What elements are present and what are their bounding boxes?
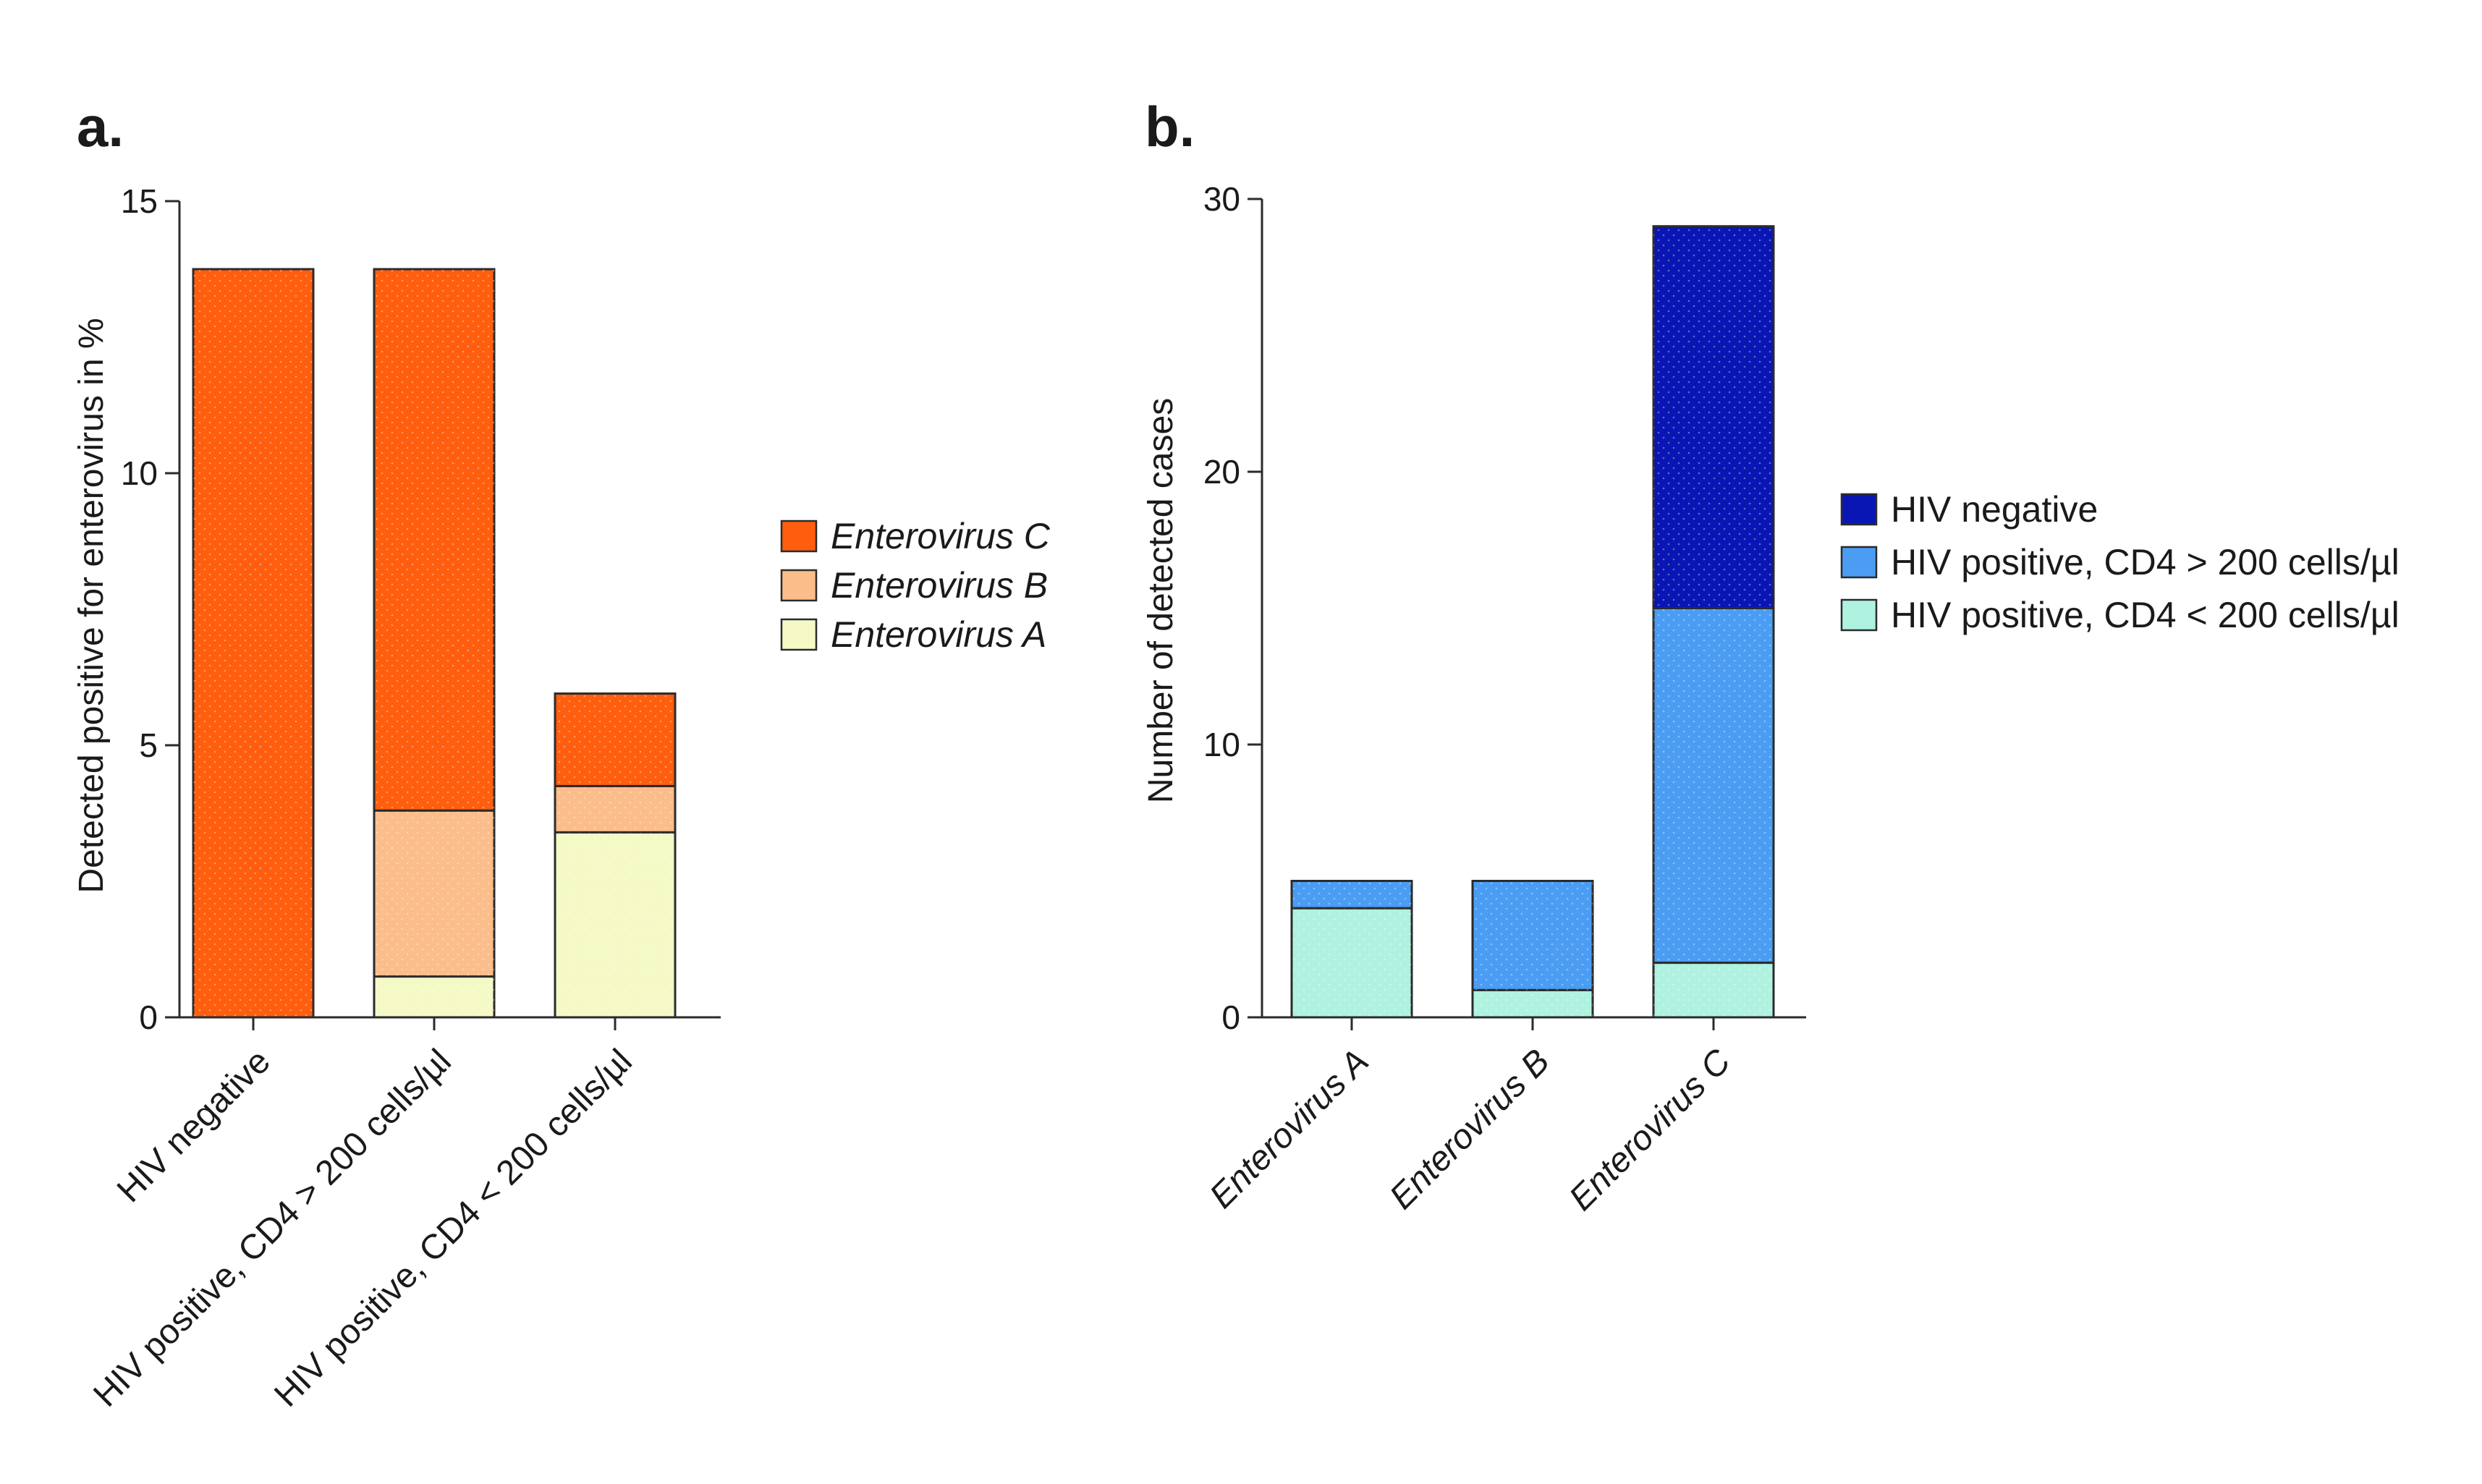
bar-enterovirus-b-hiv-positive-cd4-200-cells-l (1471, 988, 1594, 1019)
legend-swatch-enterovirus-a (780, 618, 818, 651)
legend-swatch-hiv-positive-cd4-200-cells-l (1840, 598, 1878, 632)
bar-hiv-positive-cd4-200-cells-l-enterovirus-a (373, 975, 496, 1019)
y-tick-label-15: 15 (121, 182, 158, 220)
legend-label-enterovirus-c: Enterovirus C (831, 516, 1051, 556)
y-tick-label-5: 5 (139, 726, 158, 764)
bar-enterovirus-b-hiv-positive-cd4-200-cells-l (1471, 880, 1594, 991)
bar-enterovirus-c-hiv-positive-cd4-200-cells-l (1652, 962, 1775, 1019)
y-tick-label-0: 0 (1221, 998, 1240, 1036)
y-tick-label-0: 0 (139, 998, 158, 1036)
panel-a-y-axis-title: Detected positive for enterovirus in % (72, 318, 111, 893)
panel-a: a. Detected positive for enterovirus in … (72, 95, 1051, 1415)
bar-hiv-positive-cd4-200-cells-l-enterovirus-a (554, 831, 677, 1019)
bar-enterovirus-c-hiv-negative (1652, 225, 1775, 609)
bar-enterovirus-c-hiv-positive-cd4-200-cells-l (1652, 607, 1775, 964)
panel-b-y-axis-title: Number of detected cases (1142, 398, 1180, 803)
y-tick-label-10: 10 (1203, 726, 1240, 763)
y-tick-label-20: 20 (1203, 453, 1240, 491)
bar-hiv-positive-cd4-200-cells-l-enterovirus-b (554, 784, 677, 834)
panel-b-label: b. (1145, 95, 1195, 158)
y-tick-label-10: 10 (121, 454, 158, 492)
legend-label-enterovirus-b: Enterovirus B (831, 565, 1048, 606)
x-category-label-enterovirus-b: Enterovirus B (1383, 1042, 1557, 1216)
x-category-label-hiv-positive-cd4-200-cells-l: HIV positive, CD4 < 200 cells/µl (267, 1042, 639, 1414)
bar-hiv-negative-enterovirus-c (192, 268, 315, 1019)
x-category-label-enterovirus-c: Enterovirus C (1562, 1042, 1738, 1218)
legend-label-hiv-positive-cd4-200-cells-l: HIV positive, CD4 < 200 cells/µl (1891, 595, 2400, 635)
legend-label-hiv-positive-cd4-200-cells-l: HIV positive, CD4 > 200 cells/µl (1891, 542, 2400, 582)
legend-swatch-hiv-negative (1840, 493, 1878, 526)
bar-hiv-positive-cd4-200-cells-l-enterovirus-b (373, 809, 496, 978)
bar-hiv-positive-cd4-200-cells-l-enterovirus-c (373, 268, 496, 812)
panel-b-bars (1290, 225, 1775, 1019)
x-category-label-hiv-negative: HIV negative (110, 1042, 278, 1210)
legend-swatch-hiv-positive-cd4-200-cells-l (1840, 546, 1878, 579)
x-category-label-enterovirus-a: Enterovirus A (1203, 1042, 1376, 1216)
y-tick-label-30: 30 (1203, 180, 1240, 218)
panel-a-bars (192, 268, 677, 1019)
legend-label-hiv-negative: HIV negative (1891, 489, 2098, 530)
panel-a-label: a. (77, 95, 124, 158)
bar-enterovirus-a-hiv-positive-cd4-200-cells-l (1290, 880, 1413, 910)
legend-swatch-enterovirus-b (780, 569, 818, 602)
x-category-label-hiv-positive-cd4-200-cells-l: HIV positive, CD4 > 200 cells/µl (86, 1042, 458, 1414)
panel-a-legend: Enterovirus C Enterovirus B Enterovirus A (780, 516, 1051, 655)
bar-enterovirus-a-hiv-positive-cd4-200-cells-l (1290, 907, 1413, 1019)
legend-swatch-enterovirus-c (780, 520, 818, 553)
panel-b: b. Number of detected cases 0 10 20 30 Enter… (1142, 95, 2400, 1218)
legend-label-enterovirus-a: Enterovirus A (831, 614, 1046, 655)
bar-hiv-positive-cd4-200-cells-l-enterovirus-c (554, 692, 677, 787)
panel-b-legend: HIV negative HIV positive, CD4 > 200 cell… (1840, 489, 2400, 635)
